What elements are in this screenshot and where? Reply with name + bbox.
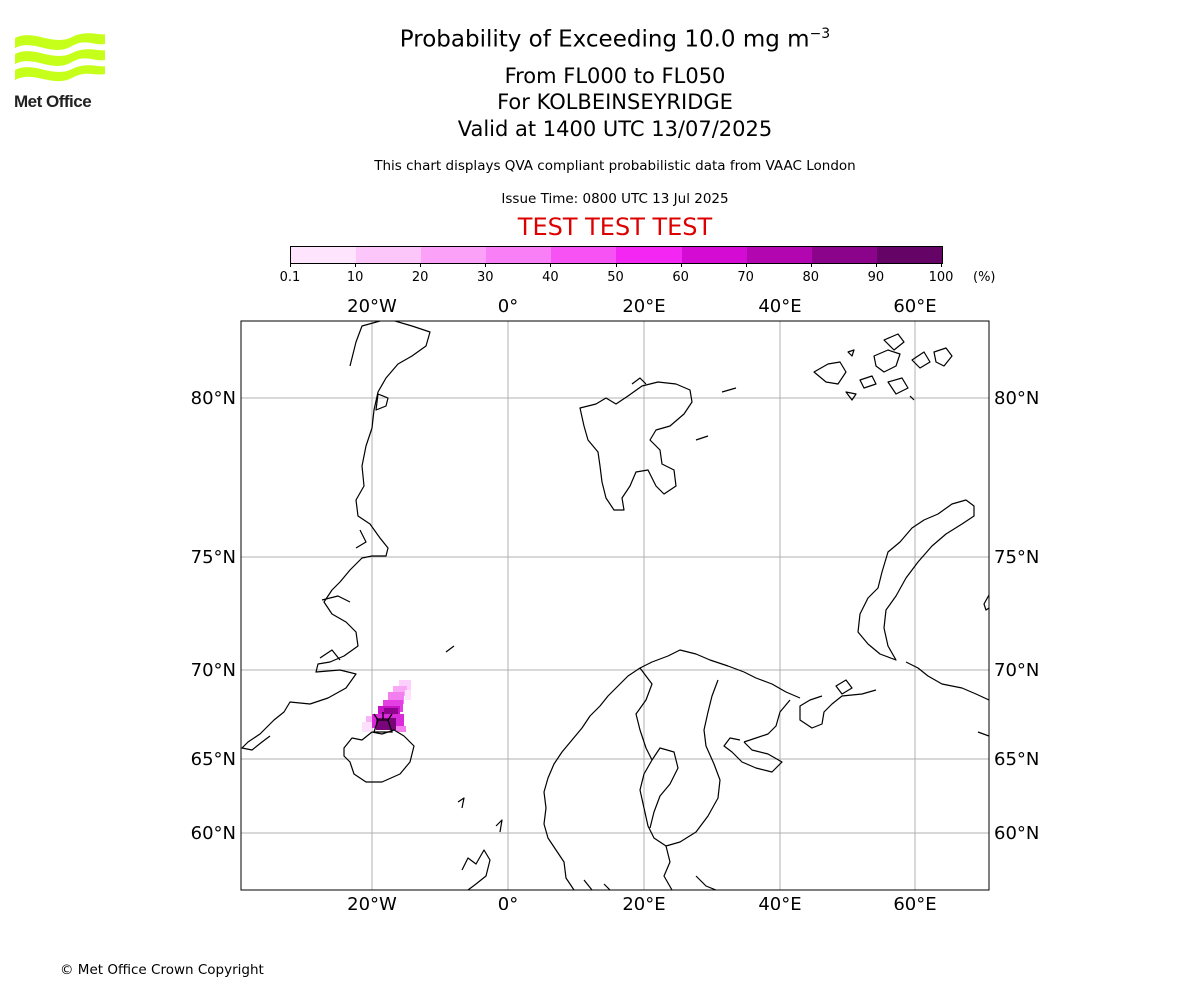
lon-top-label: 60°E	[893, 296, 936, 317]
lat-left-label: 75°N	[191, 547, 236, 568]
colorbar-tick-label: 20	[411, 270, 429, 285]
colorbar-tick-label: 80	[802, 270, 820, 285]
colorbar-tick-label: 70	[737, 270, 754, 285]
colorbar-segment	[486, 247, 552, 263]
lat-right-label: 65°N	[994, 749, 1039, 770]
lon-top-label: 20°E	[622, 296, 665, 317]
map-frame	[240, 320, 990, 891]
colorbar-tick-label: 90	[867, 270, 885, 285]
lon-bottom-label: 0°	[498, 894, 518, 910]
lat-left-label: 80°N	[191, 388, 236, 409]
test-banner: TEST TEST TEST	[517, 213, 713, 241]
svalbard-coast	[579, 381, 693, 511]
lat-right-label: 70°N	[994, 660, 1039, 681]
colorbar-tick-mark	[420, 263, 422, 267]
colorbar-tick-mark	[615, 263, 617, 267]
longitude-labels-top: 20°W 0° 20°E 40°E 60°E	[347, 296, 936, 317]
volcano-title: For KOLBEINSEYRIDGE	[497, 90, 733, 114]
lon-top-label: 0°	[498, 296, 518, 317]
colorbar-tick-mark	[745, 263, 747, 267]
valid-time-title: Valid at 1400 UTC 13/07/2025	[457, 117, 773, 141]
iceland-coast	[343, 729, 415, 783]
colorbar-tick-mark	[290, 263, 291, 267]
latitude-labels-left: 80°N 75°N 70°N 65°N 60°N	[191, 388, 236, 844]
colorbar-tick-label: 40	[542, 270, 559, 285]
longitude-labels-bottom: 20°W 0° 20°E 40°E 60°E	[347, 894, 936, 910]
colorbar-segment	[876, 247, 942, 263]
colorbar-tick-label: 100	[928, 270, 954, 285]
lon-top-label: 20°W	[347, 296, 397, 317]
colorbar-segment	[551, 247, 617, 263]
chart-title: Probability of Exceeding 10.0 mg m−3	[315, 26, 915, 53]
title-text: Probability of Exceeding 10.0 mg m	[399, 26, 810, 53]
franz-josef-land-coast	[813, 361, 847, 385]
lon-bottom-label: 60°E	[893, 894, 936, 910]
map-area	[241, 321, 989, 890]
copyright: © Met Office Crown Copyright	[60, 962, 264, 978]
scandinavia-coast	[543, 649, 745, 890]
lat-left-label: 70°N	[191, 660, 236, 681]
colorbar-segment	[291, 247, 357, 263]
graticule	[241, 321, 989, 890]
lat-right-label: 80°N	[994, 388, 1039, 409]
kola-coast	[723, 737, 783, 773]
colorbar-segment	[356, 247, 422, 263]
novaya-zemlya-coast	[857, 499, 975, 661]
colorbar-tick-label: 30	[477, 270, 494, 285]
colorbar-tick-label: 60	[672, 270, 689, 285]
colorbar-segment	[681, 247, 747, 263]
map: 20°W 0° 20°E 40°E 60°E 20°W 0° 20°E 40°E 60°E 80…	[191, 296, 1040, 910]
colorbar-tick-mark	[875, 263, 877, 267]
lat-right-label: 75°N	[994, 547, 1039, 568]
issue-time: Issue Time: 0800 UTC 13 Jul 2025	[501, 191, 729, 207]
lon-bottom-label: 20°W	[347, 894, 397, 910]
colorbar-tick-label: 50	[607, 270, 624, 285]
greenland-coast	[241, 321, 431, 751]
colorbar-segment	[746, 247, 812, 263]
colorbar	[290, 246, 943, 264]
colorbar-segment	[616, 247, 682, 263]
colorbar-tick-mark	[810, 263, 812, 267]
lat-right-label: 60°N	[994, 823, 1039, 844]
lat-left-label: 65°N	[191, 749, 236, 770]
colorbar-tick-label: 10	[346, 270, 364, 285]
colorbar-segment	[421, 247, 487, 263]
latitude-labels-right: 80°N 75°N 70°N 65°N 60°N	[994, 388, 1039, 844]
colorbar-tick-label: 0.1	[279, 270, 301, 285]
colorbar-tick-mark	[550, 263, 552, 267]
colorbar-unit: (%)	[973, 270, 996, 285]
title-superscript: −3	[809, 26, 831, 42]
coastlines	[241, 321, 989, 890]
colorbar-segment	[811, 247, 877, 263]
lon-top-label: 40°E	[758, 296, 801, 317]
met-office-waves-icon	[15, 33, 105, 82]
volcano-icon	[373, 712, 393, 733]
lon-bottom-label: 20°E	[622, 894, 665, 910]
flight-levels-title: From FL000 to FL050	[504, 64, 726, 88]
chart-description: This chart displays QVA compliant probab…	[374, 158, 856, 174]
ash-probability-plume	[362, 680, 411, 732]
met-office-logo: Met Office	[14, 30, 110, 112]
logo-text: Met Office	[14, 92, 92, 111]
colorbar-tick-mark	[485, 263, 487, 267]
lat-left-label: 60°N	[191, 823, 236, 844]
colorbar-tick-mark	[355, 263, 357, 267]
colorbar-tick-mark	[941, 263, 942, 267]
lon-bottom-label: 40°E	[758, 894, 801, 910]
colorbar-tick-mark	[680, 263, 682, 267]
